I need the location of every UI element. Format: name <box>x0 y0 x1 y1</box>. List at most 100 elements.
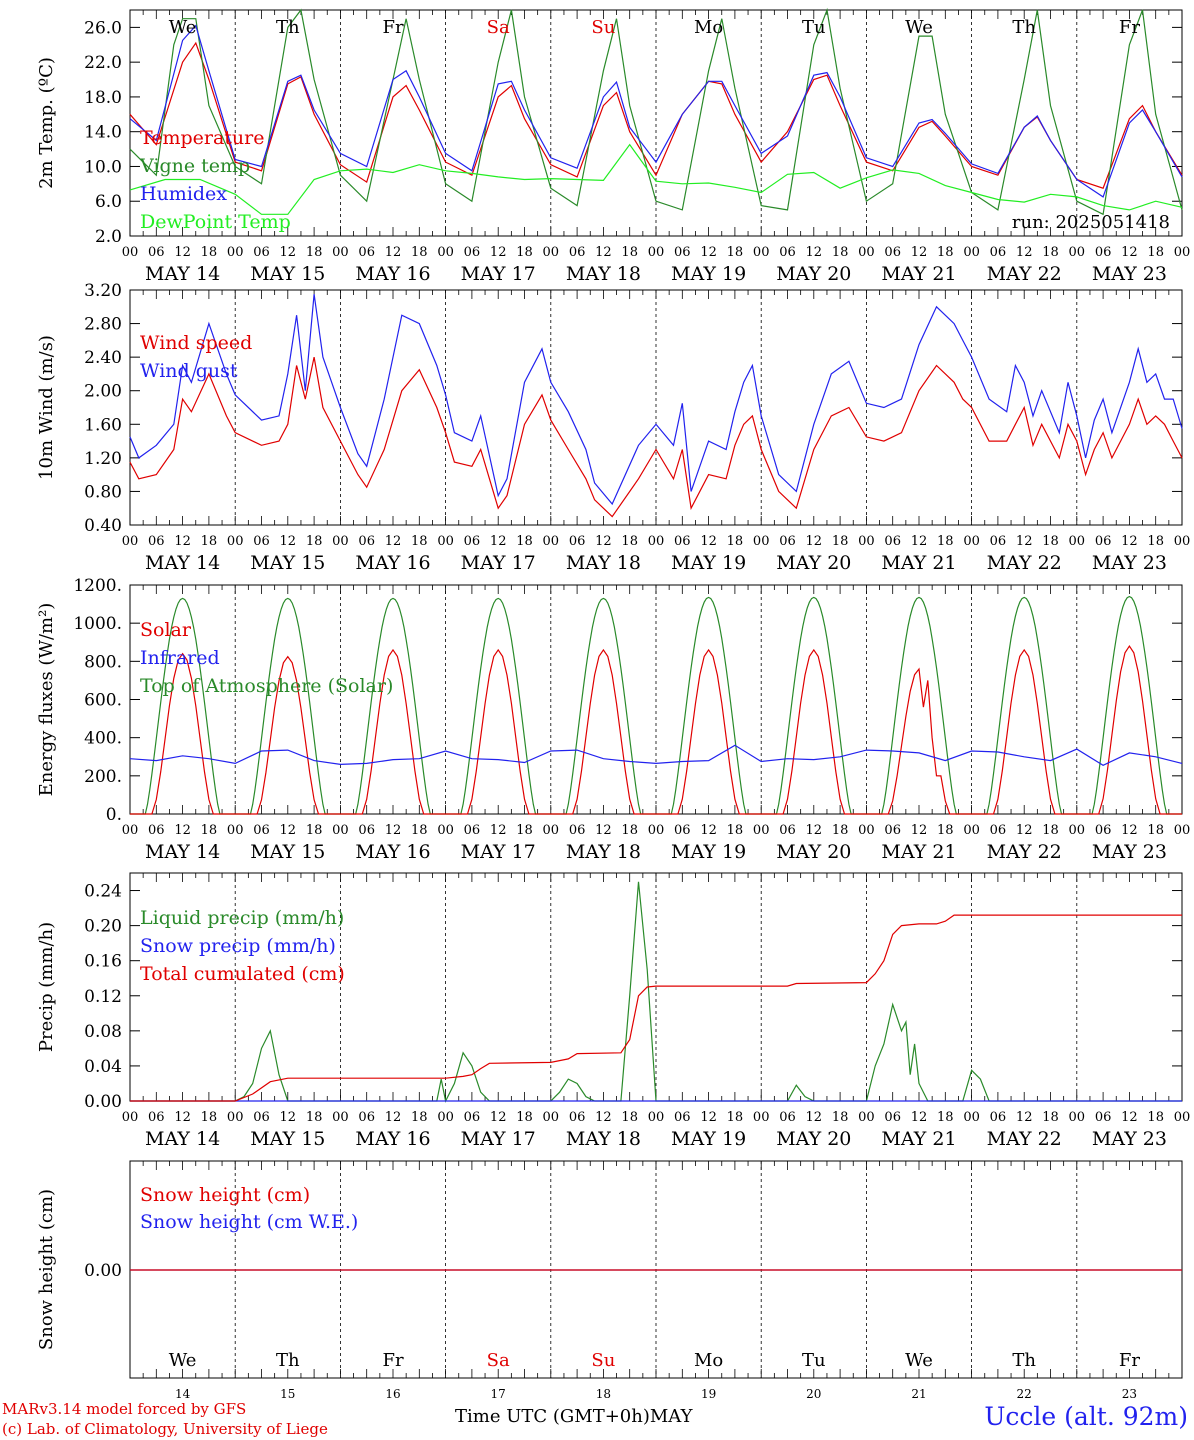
x-tick-label: 18 <box>516 1110 533 1125</box>
legend-entry-1-1: Vigne temp <box>139 155 250 177</box>
x-tick-label: 00 <box>543 823 560 838</box>
day-number-label: 21 <box>911 1387 926 1401</box>
x-tick-label: 00 <box>122 245 139 260</box>
legend-entry-4-2: Total cumulated (cm) <box>140 963 345 985</box>
x-tick-label: 18 <box>1147 245 1164 260</box>
y-axis-label-5: Snow height (cm) <box>36 1189 57 1350</box>
x-tick-label: 18 <box>937 823 954 838</box>
x-tick-label: 06 <box>569 1110 586 1125</box>
x-tick-label: 12 <box>700 823 717 838</box>
weekday-label-bottom: We <box>905 1350 933 1371</box>
weekday-label-bottom: Fr <box>1119 1350 1140 1371</box>
x-tick-label: 06 <box>674 534 691 549</box>
weekday-label-bottom: Th <box>1012 1350 1036 1371</box>
y-tick-label: 0.00 <box>84 1261 122 1281</box>
y-tick-label: 22.0 <box>84 53 122 73</box>
x-tick-label: 18 <box>621 534 638 549</box>
x-tick-label: 12 <box>911 245 928 260</box>
x-tick-label: 06 <box>358 1110 375 1125</box>
time-axis-title: Time UTC (GMT+0h)MAY <box>455 1406 692 1427</box>
y-tick-label: 14.0 <box>84 123 122 143</box>
x-tick-label: 00 <box>437 823 454 838</box>
x-tick-label: 12 <box>806 245 823 260</box>
x-tick-label: 18 <box>516 534 533 549</box>
x-tick-label: 18 <box>621 1110 638 1125</box>
day-number-label: 19 <box>701 1387 716 1401</box>
x-tick-label: 18 <box>937 534 954 549</box>
date-label: MAY 15 <box>250 552 325 574</box>
x-tick-label: 06 <box>253 245 270 260</box>
date-label: MAY 16 <box>355 841 430 863</box>
legend-entry-4-1: Snow precip (mm/h) <box>140 935 336 957</box>
x-tick-label: 00 <box>858 823 875 838</box>
x-tick-label: 00 <box>332 245 349 260</box>
x-tick-label: 06 <box>569 534 586 549</box>
date-label: MAY 15 <box>250 841 325 863</box>
legend-entry-3-0: Solar <box>140 619 192 641</box>
x-tick-label: 00 <box>753 245 770 260</box>
x-tick-label: 18 <box>306 1110 323 1125</box>
x-tick-label: 18 <box>937 1110 954 1125</box>
weekday-label: Tu <box>802 17 826 38</box>
x-tick-label: 18 <box>516 823 533 838</box>
date-label: MAY 14 <box>145 841 220 863</box>
x-tick-label: 18 <box>1147 1110 1164 1125</box>
x-tick-label: 18 <box>201 1110 218 1125</box>
x-tick-label: 00 <box>543 245 560 260</box>
y-tick-label: 0.80 <box>84 482 122 502</box>
x-tick-label: 18 <box>937 245 954 260</box>
date-label: MAY 16 <box>355 552 430 574</box>
date-label: MAY 23 <box>1092 552 1167 574</box>
x-tick-label: 18 <box>306 245 323 260</box>
x-tick-label: 12 <box>280 1110 297 1125</box>
date-label: MAY 18 <box>566 552 641 574</box>
x-tick-label: 00 <box>1174 823 1191 838</box>
x-tick-label: 00 <box>648 823 665 838</box>
x-tick-label: 12 <box>911 1110 928 1125</box>
legend-entry-3-2: Top of Atmosphere (Solar) <box>140 675 393 697</box>
x-tick-label: 12 <box>700 245 717 260</box>
x-tick-label: 00 <box>1174 245 1191 260</box>
x-tick-label: 12 <box>174 823 191 838</box>
series-line-wind-gust <box>129 294 1183 506</box>
date-label: MAY 22 <box>987 841 1062 863</box>
x-tick-label: 18 <box>201 245 218 260</box>
x-tick-label: 18 <box>727 534 744 549</box>
x-tick-label: 18 <box>201 534 218 549</box>
x-tick-label: 12 <box>595 245 612 260</box>
x-tick-label: 06 <box>464 823 481 838</box>
x-tick-label: 06 <box>569 245 586 260</box>
x-tick-label: 06 <box>1095 534 1112 549</box>
x-tick-label: 12 <box>280 823 297 838</box>
day-number-label: 17 <box>491 1387 506 1401</box>
legend-entry-3-1: Infrared <box>140 647 220 669</box>
y-tick-label: 2.80 <box>84 315 122 335</box>
y-tick-label: 2.00 <box>84 382 122 402</box>
x-tick-label: 06 <box>779 1110 796 1125</box>
y-tick-label: 1.20 <box>84 449 122 469</box>
x-tick-label: 18 <box>1042 823 1059 838</box>
x-tick-label: 18 <box>621 823 638 838</box>
station-label: Uccle (alt. 92m) <box>984 1402 1188 1431</box>
y-axis-label-2: 10m Wind (m/s) <box>36 335 57 480</box>
date-label: MAY 22 <box>987 552 1062 574</box>
x-tick-label: 00 <box>543 1110 560 1125</box>
x-tick-label: 18 <box>411 245 428 260</box>
series-line-total-cumulated-cm- <box>130 914 1182 1102</box>
x-tick-label: 12 <box>1121 534 1138 549</box>
x-tick-label: 12 <box>700 1110 717 1125</box>
x-tick-label: 18 <box>621 245 638 260</box>
weekday-label: We <box>905 17 933 38</box>
x-tick-label: 18 <box>201 823 218 838</box>
run-label: run: 2025051418 <box>1012 212 1170 233</box>
x-tick-label: 12 <box>490 1110 507 1125</box>
x-tick-label: 12 <box>911 823 928 838</box>
date-label: MAY 20 <box>776 1128 851 1150</box>
x-tick-label: 06 <box>990 245 1007 260</box>
x-tick-label: 18 <box>306 534 323 549</box>
x-tick-label: 00 <box>963 245 980 260</box>
y-tick-label: 6.0 <box>95 192 122 212</box>
y-axis-label-4: Precip (mm/h) <box>36 922 57 1052</box>
weekday-label-bottom: Tu <box>802 1350 826 1371</box>
